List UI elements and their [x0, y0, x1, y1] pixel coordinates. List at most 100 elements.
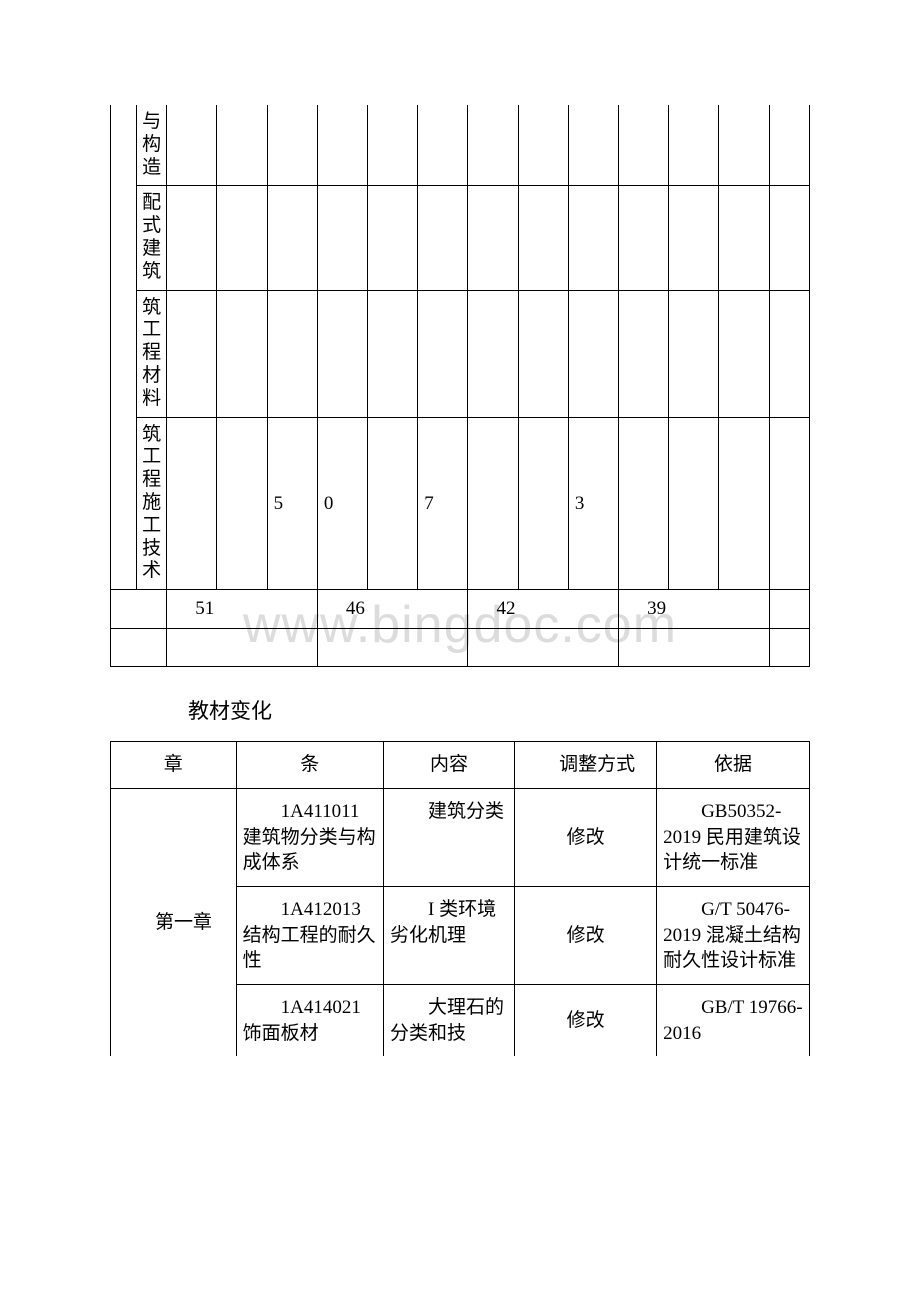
cell	[468, 290, 518, 417]
cell	[468, 186, 518, 290]
cell	[267, 105, 317, 186]
section-label-cell: 筑工程材料	[137, 290, 167, 417]
section-label: 筑工程材料	[142, 297, 161, 411]
cell	[518, 290, 568, 417]
cell	[669, 417, 719, 590]
total-cell: 46	[317, 590, 468, 629]
adjustment-cell: 修改	[515, 789, 657, 887]
cell	[719, 290, 769, 417]
cell	[418, 105, 468, 186]
table-score-distribution: 与构造 配式建筑	[110, 105, 810, 667]
totals-label-cell	[111, 590, 167, 629]
cell	[267, 290, 317, 417]
empty-row	[111, 628, 810, 667]
cell	[518, 105, 568, 186]
cell	[167, 186, 217, 290]
table-row: 第一章 1A411011 建筑物分类与构成体系 建筑分类 修改 GB50352-…	[111, 789, 810, 887]
cell	[468, 105, 518, 186]
clause-cell: 1A412013 结构工程的耐久性	[236, 886, 383, 984]
content-cell: 建筑分类	[384, 789, 515, 887]
group-cell	[111, 105, 137, 590]
total-cell: 42	[468, 590, 619, 629]
cell	[317, 290, 367, 417]
section-label: 与构造	[142, 111, 161, 179]
adjustment-cell: 修改	[515, 886, 657, 984]
cell	[769, 590, 809, 629]
cell	[769, 290, 809, 417]
document-page: www.bingdoc.com 与构造	[0, 0, 920, 1116]
cell	[111, 628, 167, 667]
adjustment-cell: 修改	[515, 984, 657, 1056]
cell	[518, 417, 568, 590]
table-textbook-changes: 章 条 内容 调整方式 依据 第一章 1A411011 建筑物分类与构成体系 建…	[110, 741, 810, 1056]
cell	[167, 417, 217, 590]
section-label-cell: 与构造	[137, 105, 167, 186]
basis-cell: GB50352-2019 民用建筑设计统一标准	[657, 789, 810, 887]
table-row: 配式建筑	[111, 186, 810, 290]
cell	[568, 186, 618, 290]
total-cell: 39	[619, 590, 770, 629]
section-label: 筑工程施工技术	[142, 424, 161, 584]
cell	[619, 628, 770, 667]
cell	[669, 290, 719, 417]
table-header-row: 章 条 内容 调整方式 依据	[111, 742, 810, 789]
cell	[317, 186, 367, 290]
clause-cell: 1A414021 饰面板材	[236, 984, 383, 1056]
table-row: 与构造	[111, 105, 810, 186]
cell	[669, 186, 719, 290]
cell	[317, 105, 367, 186]
cell	[167, 105, 217, 186]
cell	[217, 417, 267, 590]
cell	[769, 105, 809, 186]
cell	[568, 290, 618, 417]
basis-cell: GB/T 19766-2016	[657, 984, 810, 1056]
content-cell: 大理石的分类和技	[384, 984, 515, 1056]
basis-cell: G/T 50476-2019 混凝土结构耐久性设计标准	[657, 886, 810, 984]
cell: 5	[267, 417, 317, 590]
col-header-content: 内容	[384, 742, 515, 789]
chapter-cell: 第一章	[111, 789, 237, 1057]
section-label-cell: 配式建筑	[137, 186, 167, 290]
content-cell: I 类环境劣化机理	[384, 886, 515, 984]
cell	[217, 105, 267, 186]
cell	[468, 628, 619, 667]
cell	[418, 186, 468, 290]
cell	[468, 417, 518, 590]
cell	[368, 417, 418, 590]
col-header-clause: 条	[236, 742, 383, 789]
table-row: 筑工程施工技术 5 0 7 3	[111, 417, 810, 590]
section-label: 配式建筑	[142, 192, 161, 283]
cell	[619, 105, 669, 186]
cell	[619, 290, 669, 417]
cell	[368, 290, 418, 417]
cell	[719, 186, 769, 290]
cell	[217, 290, 267, 417]
cell	[769, 417, 809, 590]
cell: 7	[418, 417, 468, 590]
cell	[167, 628, 318, 667]
cell	[518, 186, 568, 290]
cell: 0	[317, 417, 367, 590]
clause-cell: 1A411011 建筑物分类与构成体系	[236, 789, 383, 887]
cell	[368, 105, 418, 186]
cell	[619, 186, 669, 290]
cell	[619, 417, 669, 590]
section-label-cell: 筑工程施工技术	[137, 417, 167, 590]
cell: 3	[568, 417, 618, 590]
total-cell: 51	[167, 590, 318, 629]
cell	[167, 290, 217, 417]
section-heading: 教材变化	[188, 695, 810, 725]
cell	[719, 105, 769, 186]
col-header-basis: 依据	[657, 742, 810, 789]
cell	[317, 628, 468, 667]
cell	[368, 186, 418, 290]
cell	[719, 417, 769, 590]
table-row: 筑工程材料	[111, 290, 810, 417]
col-header-chapter: 章	[111, 742, 237, 789]
col-header-adjustment: 调整方式	[515, 742, 657, 789]
cell	[769, 628, 809, 667]
cell	[769, 186, 809, 290]
cell	[669, 105, 719, 186]
cell	[418, 290, 468, 417]
cell	[217, 186, 267, 290]
